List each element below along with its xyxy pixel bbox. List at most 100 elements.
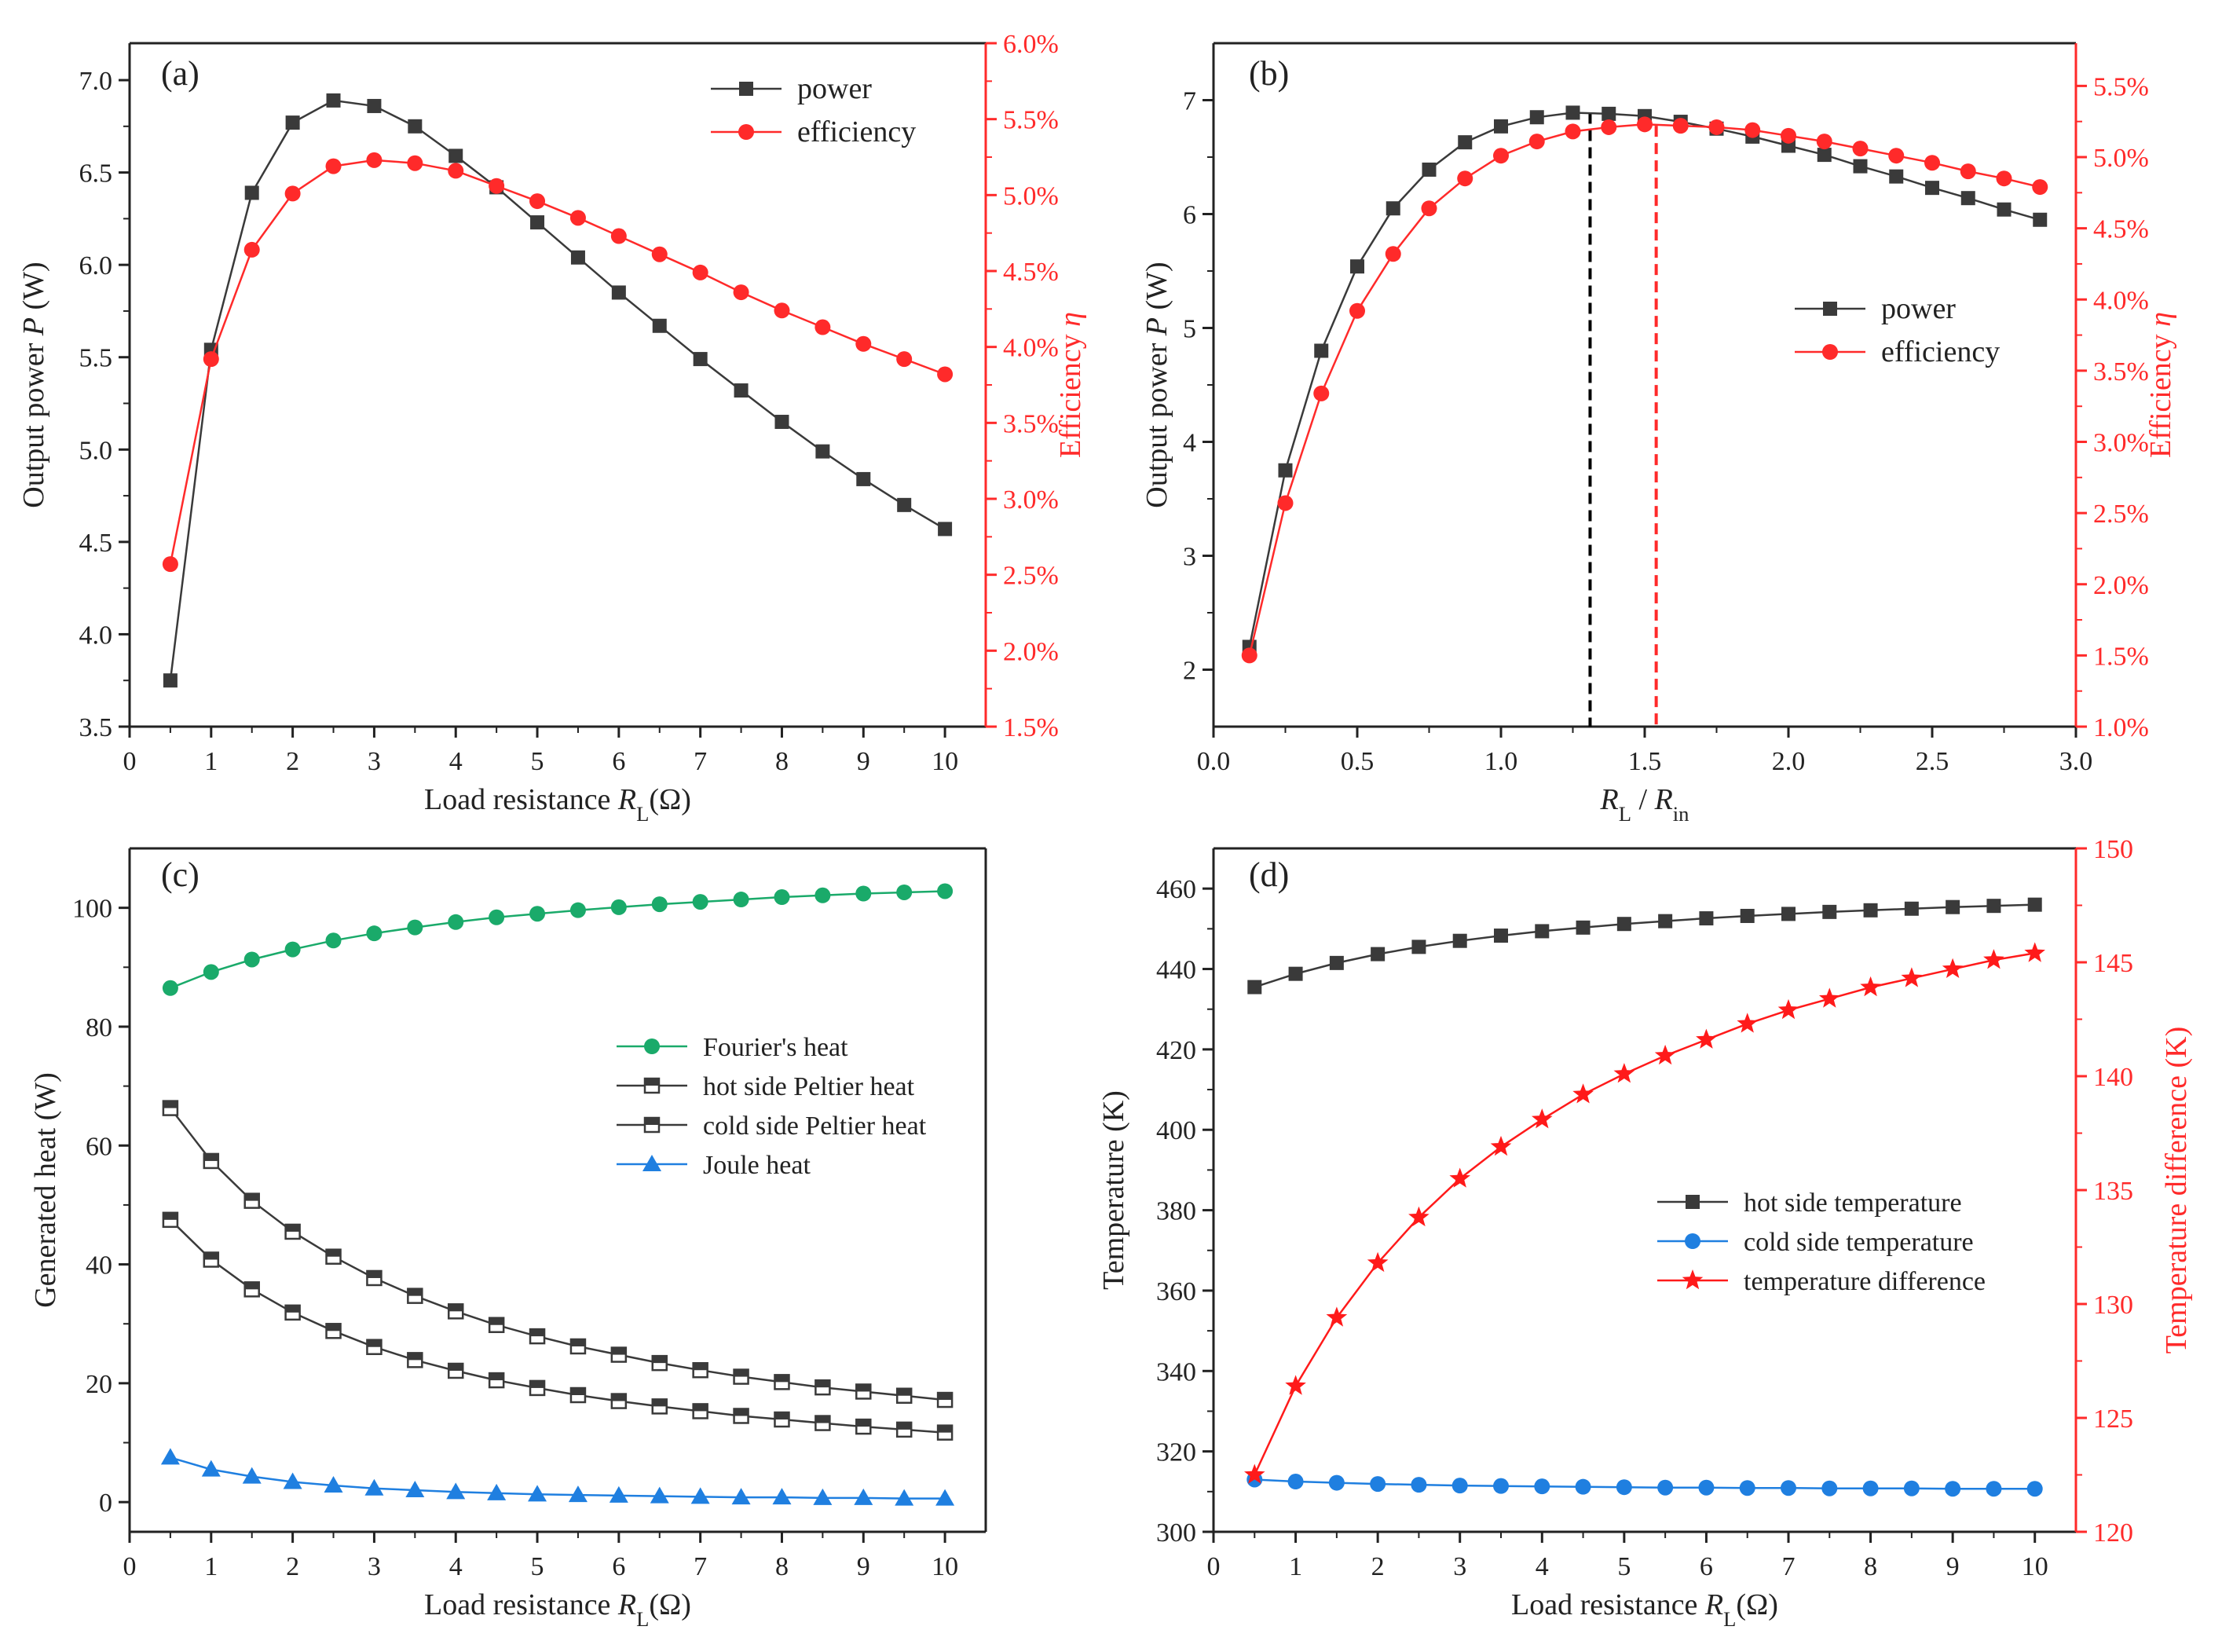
y-right-tick-label: 2.0%: [2093, 571, 2149, 600]
data-point: [1816, 134, 1832, 150]
data-point: [1744, 122, 1761, 138]
legend-marker: [739, 82, 753, 96]
data-point: [366, 152, 383, 168]
data-point: [364, 1478, 384, 1496]
data-point: [446, 1482, 466, 1500]
data-point: [569, 210, 586, 226]
x-tick-label: 1.5: [1628, 747, 1662, 776]
data-point: [160, 1448, 180, 1465]
data-point: [1925, 181, 1939, 196]
data-point: [1819, 987, 1840, 1008]
x-tick-label: 4: [449, 747, 463, 776]
data-point: [1565, 105, 1580, 120]
x-axis-label: Load resistance RL(Ω): [1511, 1588, 1778, 1631]
x-tick-label: 6: [612, 747, 625, 776]
data-point: [814, 319, 831, 335]
data-point-fill: [489, 1317, 504, 1325]
data-point: [448, 163, 464, 179]
series-line: [1248, 112, 2041, 647]
data-point: [731, 1488, 751, 1505]
data-point: [489, 909, 505, 925]
data-point: [1637, 116, 1653, 133]
data-point: [488, 1317, 505, 1333]
data-point: [2024, 942, 2045, 962]
data-point: [610, 899, 627, 915]
data-point: [366, 1339, 383, 1355]
data-point: [1386, 201, 1400, 216]
data-point: [1942, 958, 1964, 978]
y-right-tick-label: 145: [2093, 949, 2133, 978]
y-tick-label: 100: [72, 895, 112, 924]
data-point: [324, 1475, 343, 1493]
x-tick-label: 9: [857, 747, 870, 776]
x-tick-label: 3: [1453, 1552, 1466, 1581]
data-point-fill: [244, 1193, 259, 1201]
data-point: [407, 919, 423, 936]
data-point: [203, 1251, 220, 1268]
x-tick-label: 3: [368, 747, 381, 776]
legend-label: efficiency: [797, 115, 916, 148]
data-point: [1493, 1478, 1509, 1494]
data-point: [651, 246, 668, 262]
data-point: [448, 914, 464, 930]
x-tick-label: 5: [1617, 1552, 1631, 1581]
y-tick-label: 300: [1156, 1518, 1196, 1548]
data-point-fill: [734, 1369, 749, 1377]
legend: power efficiency: [1795, 292, 2000, 368]
data-point: [529, 193, 546, 210]
data-point: [1326, 1306, 1348, 1327]
data-point: [1411, 1477, 1427, 1493]
data-point: [1862, 1480, 1879, 1496]
data-point: [284, 1304, 301, 1321]
legend: power efficiency: [711, 72, 916, 148]
data-point: [530, 215, 545, 230]
y-right-tick-label: 135: [2093, 1177, 2133, 1206]
data-point: [447, 1362, 464, 1379]
data-point: [1616, 1479, 1632, 1496]
data-point: [610, 228, 627, 244]
data-point: [1349, 302, 1365, 319]
label-part: Load resistance: [1511, 1588, 1705, 1621]
label-part: L: [636, 1607, 649, 1631]
data-point-fill: [693, 1363, 708, 1371]
data-point-fill: [774, 1412, 789, 1420]
data-point: [489, 178, 505, 194]
data-point: [1986, 899, 2001, 914]
data-point-fill: [408, 1353, 423, 1361]
label-part: P: [17, 317, 50, 336]
data-point: [1613, 1063, 1635, 1083]
data-point: [1924, 155, 1940, 171]
series-line: [170, 890, 946, 989]
data-point: [855, 885, 872, 902]
data-point: [1451, 1478, 1468, 1494]
y-right-tick-label: 3.0%: [2093, 429, 2149, 458]
data-point-fill: [408, 1288, 423, 1296]
panel-label: (a): [161, 54, 200, 93]
data-point: [690, 1487, 710, 1504]
y-tick-label: 80: [86, 1013, 112, 1042]
data-point: [774, 1411, 790, 1428]
y-tick-label: 2: [1183, 657, 1196, 686]
data-point: [1699, 911, 1714, 926]
data-point: [1601, 119, 1617, 135]
x-tick-label: 4: [449, 1552, 463, 1581]
legend-label: Fourier's heat: [703, 1033, 848, 1062]
x-tick-label: 2: [1371, 1552, 1385, 1581]
data-point-fill: [530, 1380, 545, 1388]
data-point: [1285, 1375, 1306, 1395]
y-tick-label: 4.5: [79, 529, 113, 558]
data-point-fill: [285, 1305, 300, 1313]
x-tick-label: 1: [204, 747, 218, 776]
y-right-tick-label: 1.0%: [2093, 713, 2149, 742]
data-point: [854, 1488, 873, 1505]
data-point: [813, 1488, 833, 1505]
data-point: [856, 471, 871, 486]
data-point: [1672, 118, 1689, 134]
data-point: [650, 1486, 669, 1504]
label-part: (Ω): [649, 783, 691, 816]
x-tick-label: 4: [1536, 1552, 1549, 1581]
data-point: [1654, 1044, 1676, 1065]
data-point: [895, 1489, 914, 1506]
data-point: [1565, 123, 1581, 140]
legend-marker-fill: [645, 1079, 659, 1086]
